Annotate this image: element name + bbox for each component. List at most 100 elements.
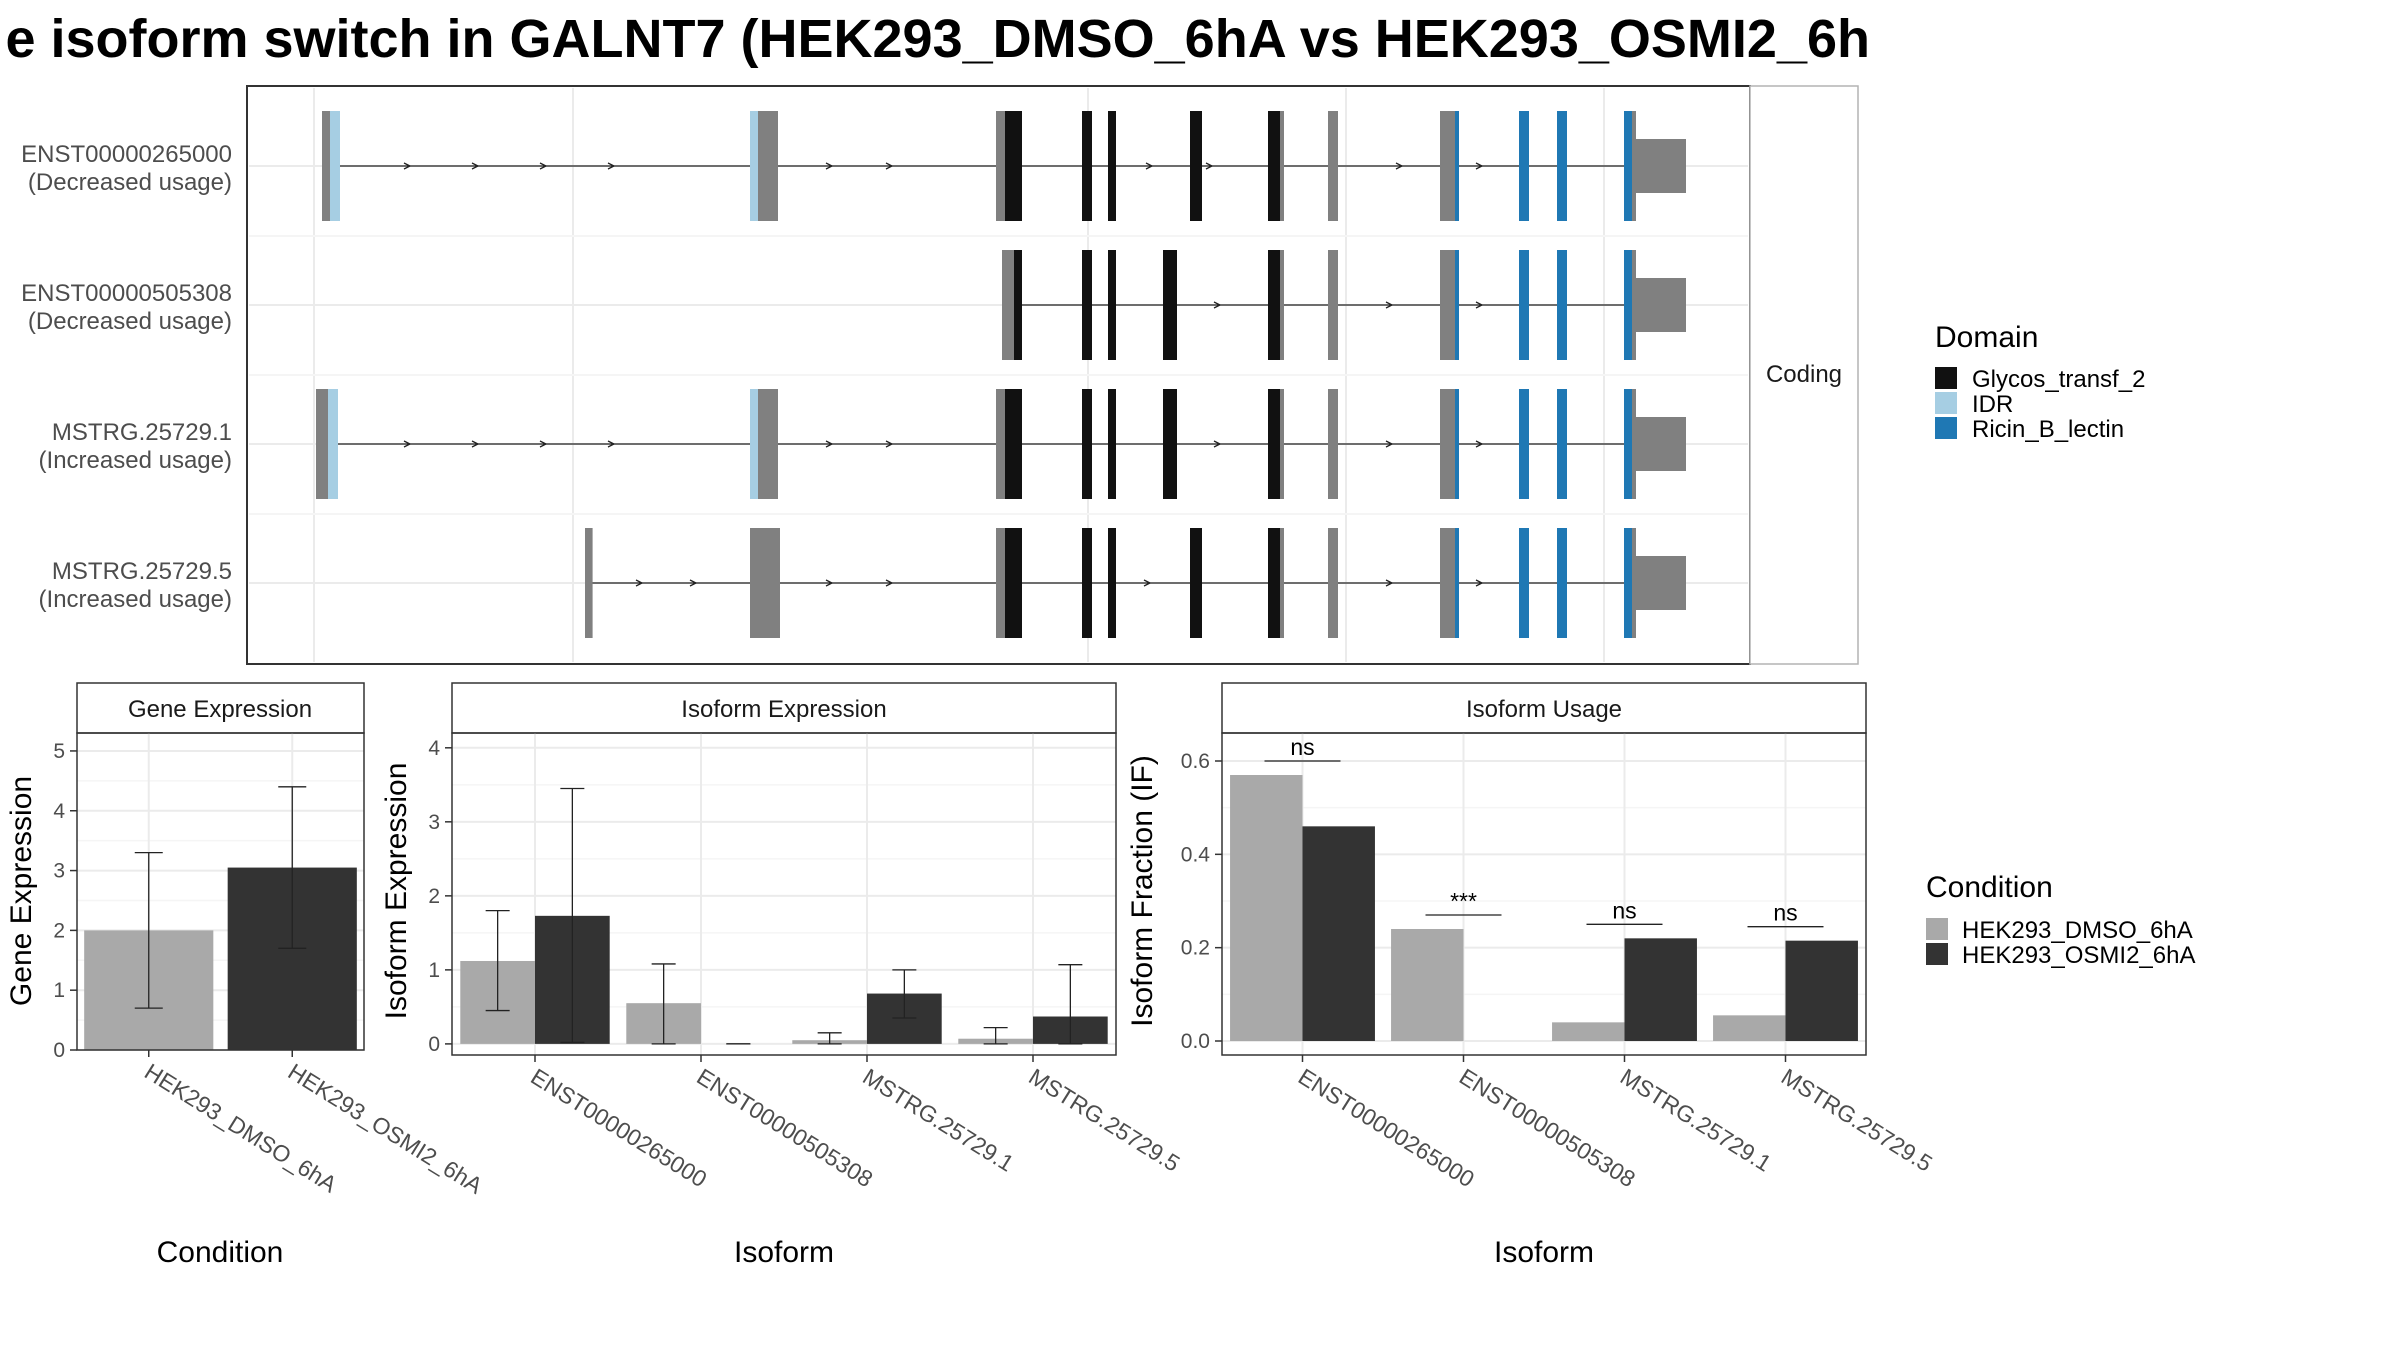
utr-block [1636,139,1686,193]
track-name: ENST00000505308 [21,280,232,307]
x-tick-label: ENST00000505308 [692,1063,877,1192]
strand-arrow [607,162,616,170]
x-axis-label: Condition [157,1236,284,1269]
transcript-labels: ENST00000265000 (Decreased usage) ENST00… [21,141,232,613]
exon-block [1163,250,1177,360]
utr-block [1636,417,1686,471]
domain-legend-title: Domain [1935,321,2038,354]
significance-label: ns [1773,900,1797,926]
exon-block [1082,528,1092,638]
strand-arrow [403,440,412,448]
exon-block [1440,528,1455,638]
isoform-expression-panel: Isoform Expression 0 1 2 3 4 ENST0000026… [380,682,1184,1269]
exon-block [1624,389,1632,499]
y-tick-label: 3 [53,860,65,883]
exon-block [322,111,330,221]
exon-block [1280,389,1284,499]
exon-block [758,111,778,221]
x-tick-labels: HEK293_DMSO_6hA HEK293_OSMI2_6hA [140,1058,488,1199]
x-tick-label: MSTRG.25729.1 [858,1063,1018,1177]
exon-block [1002,250,1014,360]
strand-arrow [1475,440,1484,448]
condition-legend: Condition HEK293_DMSO_6hA HEK293_OSMI2_6… [1926,871,2195,969]
exon-block [1328,111,1338,221]
exon-block [1440,250,1455,360]
y-tick-label: 0 [428,1033,440,1056]
isoform-usage-panel: Isoform Usage ns *** ns ns 0.0 0.2 0.4 0… [1126,682,1937,1269]
exon-block [1557,389,1567,499]
y-tick-label: 0.2 [1181,937,1210,960]
track-usage: (Increased usage) [39,447,232,474]
axis-ticks [445,747,1034,1062]
y-tick-label: 0 [53,1039,65,1062]
panel-border [1221,732,1867,1056]
bar [1785,940,1858,1041]
exon-block [1190,528,1202,638]
track-usage: (Increased usage) [39,586,232,613]
strand-arrow [471,162,480,170]
y-tick-label: 3 [428,811,440,834]
significance-label: ns [1612,897,1636,923]
panel-gridlines [452,733,1116,1055]
exon-block [1082,111,1092,221]
strand-arrow [1395,162,1404,170]
axis-ticks [1215,760,1787,1062]
transcript-track [316,389,1686,499]
facet-strip [1749,85,1859,665]
exon-block [758,389,778,499]
exon-block [1624,111,1632,221]
x-tick-label: ENST00000505308 [1455,1063,1640,1192]
y-tick-label: 0.4 [1181,843,1211,866]
strand-arrow [635,579,644,587]
y-tick-label: 1 [53,979,65,1002]
x-tick-labels: ENST00000265000 ENST00000505308 MSTRG.25… [1294,1063,1937,1192]
bar [1302,826,1375,1041]
strand-arrow [825,162,834,170]
y-tick-labels: 0 1 2 3 4 [428,737,440,1056]
exon-block [1280,250,1284,360]
significance-label: ns [1290,734,1314,760]
exon-block [1624,528,1632,638]
x-tick-label: MSTRG.25729.5 [1024,1063,1184,1177]
exon-block [328,389,338,499]
strand-arrow [885,440,894,448]
exon-block [1624,250,1632,360]
transcript-panel: Coding ENST00000265000 (Decreased usage)… [21,85,1859,665]
exon-block [996,111,1005,221]
legend-label: IDR [1972,391,2013,418]
strand-arrow [1475,301,1484,309]
exon-block [1632,250,1636,360]
exon-block [750,389,758,499]
exon-block [1519,111,1529,221]
exon-block [1557,528,1567,638]
x-tick-label: MSTRG.25729.5 [1777,1063,1937,1177]
exon-block [1440,111,1455,221]
significance-annotations: ns *** ns ns [1264,734,1824,928]
panel-strip [1221,682,1867,734]
transcript-track [322,111,1686,221]
exon-block [1455,528,1459,638]
strand-arrow [1385,440,1394,448]
legend-swatch-osmi2 [1926,943,1948,965]
bar [1230,775,1303,1041]
y-tick-label: 4 [428,737,440,760]
strand-arrow [825,440,834,448]
utr-block [1636,278,1686,332]
utr-block [1636,556,1686,610]
transcript-track [585,528,1686,638]
x-tick-label: ENST00000265000 [526,1063,711,1192]
exon-block [1190,111,1202,221]
strand-arrow [403,162,412,170]
y-tick-labels: 0.0 0.2 0.4 0.6 [1181,750,1211,1053]
panel-title: Gene Expression [128,696,312,723]
exon-block [1268,389,1280,499]
strand-arrow [539,162,548,170]
panel-border [76,732,365,1051]
strand-arrow [885,579,894,587]
transcript-tracks [316,111,1686,638]
strand-arrow [1385,301,1394,309]
exon-block [1519,389,1529,499]
exon-block [1519,528,1529,638]
y-tick-label: 0.6 [1181,750,1210,773]
